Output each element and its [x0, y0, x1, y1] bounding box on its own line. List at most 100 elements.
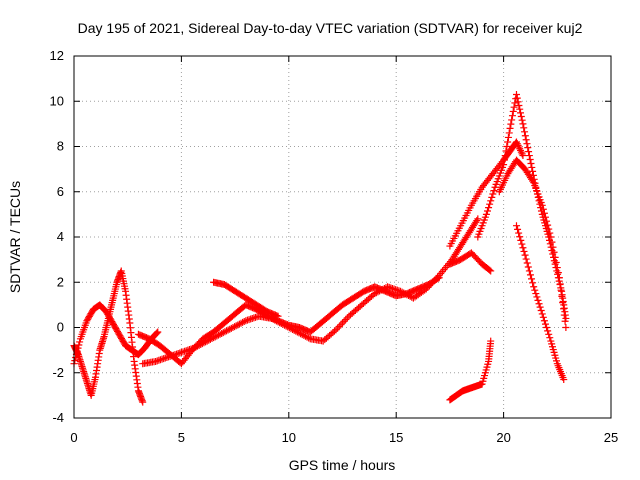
y-tick-labels: -4 -2 0 2 4 6 8 10 12 — [50, 48, 64, 425]
data-point — [510, 103, 518, 111]
data-point — [276, 319, 284, 327]
data-point — [75, 341, 83, 349]
data-point — [485, 204, 493, 212]
series-trace-h — [474, 90, 570, 322]
data-point — [525, 152, 533, 160]
data-point — [339, 319, 346, 327]
data-point — [198, 340, 206, 348]
data-point — [372, 289, 380, 297]
data-point — [303, 333, 311, 341]
x-tick-labels: 0 5 10 15 20 25 — [70, 430, 618, 445]
data-point — [211, 333, 219, 341]
data-point — [539, 313, 547, 321]
data-point — [287, 325, 295, 333]
x-tick-label: 15 — [389, 430, 403, 445]
data-point — [282, 322, 290, 330]
data-point — [517, 109, 525, 117]
data-point — [501, 152, 509, 160]
data-point — [502, 147, 510, 155]
data-point — [487, 197, 495, 205]
data-point — [503, 143, 511, 150]
data-point — [71, 357, 79, 365]
data-point — [292, 327, 300, 335]
x-tick-label: 5 — [178, 430, 185, 445]
data-point — [515, 143, 523, 151]
ticks — [73, 55, 612, 419]
data-point — [213, 332, 221, 340]
data-point — [290, 326, 298, 334]
y-tick-label: -2 — [52, 365, 64, 380]
data-point — [540, 209, 548, 217]
data-point — [519, 152, 527, 160]
series-trace-e — [210, 278, 282, 320]
data-point — [546, 334, 554, 342]
data-point — [281, 321, 289, 329]
data-point — [297, 330, 305, 338]
data-point — [560, 311, 568, 319]
series-trace-g — [446, 249, 495, 275]
data-point — [231, 323, 239, 331]
data-point — [558, 292, 566, 300]
data-point — [240, 318, 248, 326]
data-point — [76, 338, 84, 346]
data-point — [400, 289, 408, 297]
data-point — [403, 291, 411, 299]
data-point — [544, 221, 552, 229]
data-point — [529, 167, 537, 175]
data-point — [422, 285, 430, 293]
data-point — [72, 353, 80, 361]
data-point — [490, 187, 498, 195]
data-point — [521, 251, 529, 259]
data-point — [376, 287, 384, 295]
data-point — [507, 120, 515, 128]
data-point — [332, 326, 340, 334]
y-tick-label: 8 — [57, 139, 64, 154]
data-point — [556, 280, 564, 288]
data-point — [500, 161, 508, 169]
data-point — [516, 105, 524, 113]
data-point — [512, 138, 520, 146]
data-point — [528, 163, 536, 171]
series-trace-i — [495, 156, 570, 331]
data-point — [208, 335, 216, 343]
data-point — [531, 286, 539, 294]
data-point — [545, 330, 553, 338]
data-point — [489, 190, 497, 198]
data-point — [154, 328, 162, 336]
data-point — [205, 336, 213, 344]
data-point — [559, 305, 567, 313]
data-point — [532, 290, 540, 298]
data-point — [237, 319, 245, 327]
x-tick-label: 20 — [496, 430, 510, 445]
data-point — [221, 328, 229, 336]
data-point — [195, 341, 203, 349]
data-point — [152, 330, 160, 338]
data-point — [192, 343, 200, 351]
data-point — [434, 273, 442, 281]
data-point — [522, 255, 530, 263]
data-point — [430, 277, 438, 285]
data-point — [274, 312, 282, 320]
data-point — [516, 233, 524, 241]
data-point — [518, 240, 526, 248]
data-point — [218, 329, 226, 337]
data-point — [512, 222, 520, 230]
data-point — [289, 325, 297, 333]
data-point — [506, 124, 514, 132]
data-point — [139, 398, 147, 406]
data-point — [214, 331, 222, 339]
data-point — [483, 207, 491, 215]
data-points — [70, 90, 570, 406]
y-tick-label: 4 — [57, 229, 64, 244]
data-point — [552, 258, 560, 266]
data-point — [517, 146, 525, 154]
data-point — [194, 342, 202, 350]
data-point — [424, 283, 432, 291]
series-trace-j — [512, 222, 568, 384]
chart-title: Day 195 of 2021, Sidereal Day-to-day VTE… — [78, 20, 583, 36]
y-axis-label: SDTVAR / TECUs — [7, 181, 23, 293]
data-point — [547, 233, 555, 241]
data-point — [523, 140, 531, 148]
x-axis-label: GPS time / hours — [289, 457, 396, 473]
